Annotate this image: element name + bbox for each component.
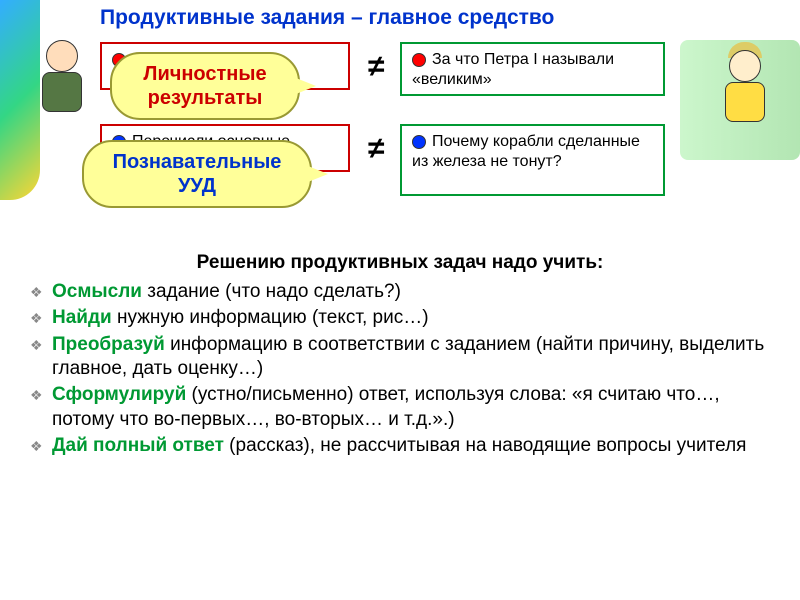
keyword: Найди xyxy=(52,307,112,328)
list-item: Осмысли задание (что надо сделать?) xyxy=(30,280,780,304)
item-text: задание (что надо сделать?) xyxy=(142,281,401,302)
box-text: За что Петра I называли «великим» xyxy=(412,51,614,88)
list-item: Дай полный ответ (рассказ), не рассчитыв… xyxy=(30,434,780,458)
bubble-cognitive: Познавательные УУД xyxy=(82,140,312,208)
item-text: (рассказ), не рассчитывая на наводящие в… xyxy=(224,435,747,456)
bullet-icon xyxy=(412,53,426,67)
item-text: нужную информацию (текст, рис…) xyxy=(112,307,429,328)
box-bottom-right: Почему корабли сделанные из железа не то… xyxy=(400,124,665,196)
student-illustration xyxy=(710,42,780,132)
bubble-personal: Личностные результаты xyxy=(110,52,300,120)
box-text: Почему корабли сделанные из железа не то… xyxy=(412,133,640,170)
not-equal-icon: ≠ xyxy=(368,50,384,84)
bubble-label: Познавательные УУД xyxy=(113,151,282,197)
page-title: Продуктивные задания – главное средство xyxy=(100,6,554,30)
not-equal-icon: ≠ xyxy=(368,132,384,166)
teacher-illustration xyxy=(32,40,92,120)
subtitle: Решению продуктивных задач надо учить: xyxy=(0,252,800,274)
keyword: Дай полный ответ xyxy=(52,435,224,456)
list-item: Сформулируй (устно/письменно) ответ, исп… xyxy=(30,383,780,432)
instruction-list: Осмысли задание (что надо сделать?) Найд… xyxy=(30,280,780,460)
keyword: Сформулируй xyxy=(52,384,186,405)
list-item: Преобразуй информацию в соответствии с з… xyxy=(30,333,780,382)
bullet-icon xyxy=(412,135,426,149)
bubble-label: Личностные результаты xyxy=(143,63,266,109)
box-top-right: За что Петра I называли «великим» xyxy=(400,42,665,96)
keyword: Осмысли xyxy=(52,281,142,302)
keyword: Преобразуй xyxy=(52,334,165,355)
list-item: Найди нужную информацию (текст, рис…) xyxy=(30,306,780,330)
